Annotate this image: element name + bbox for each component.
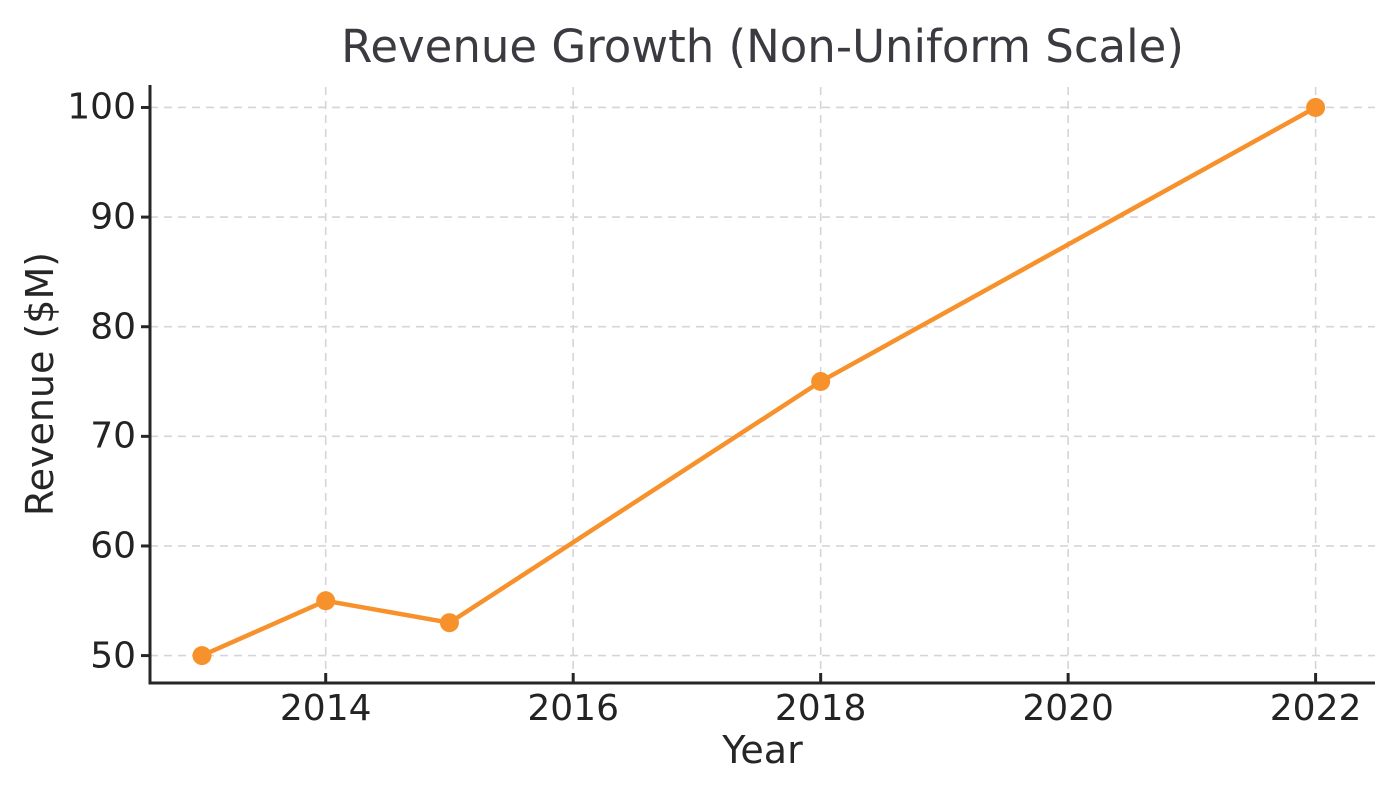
y-tick-label: 70 <box>90 415 136 457</box>
y-tick-label: 100 <box>67 86 136 128</box>
data-point <box>1306 97 1326 117</box>
x-tick-label: 2022 <box>1269 688 1362 729</box>
data-point <box>811 372 831 392</box>
x-tick-label: 2014 <box>279 688 372 729</box>
x-tick-label: 2018 <box>774 688 867 729</box>
revenue-line-series <box>199 105 1318 658</box>
x-axis-label: Year <box>722 728 803 772</box>
data-point <box>439 613 459 633</box>
x-tick-label: 2016 <box>527 688 619 729</box>
y-tick-label: 50 <box>90 635 136 677</box>
data-point <box>316 591 336 611</box>
y-tick-label: 90 <box>90 196 136 238</box>
y-tick-label: 80 <box>90 306 136 348</box>
data-point <box>192 646 212 666</box>
x-tick-label: 2020 <box>1022 688 1114 729</box>
chart-title: Revenue Growth (Non-Uniform Scale) <box>341 20 1184 73</box>
y-tick-label: 60 <box>90 525 136 567</box>
y-axis-label: Revenue ($M) <box>18 251 62 517</box>
